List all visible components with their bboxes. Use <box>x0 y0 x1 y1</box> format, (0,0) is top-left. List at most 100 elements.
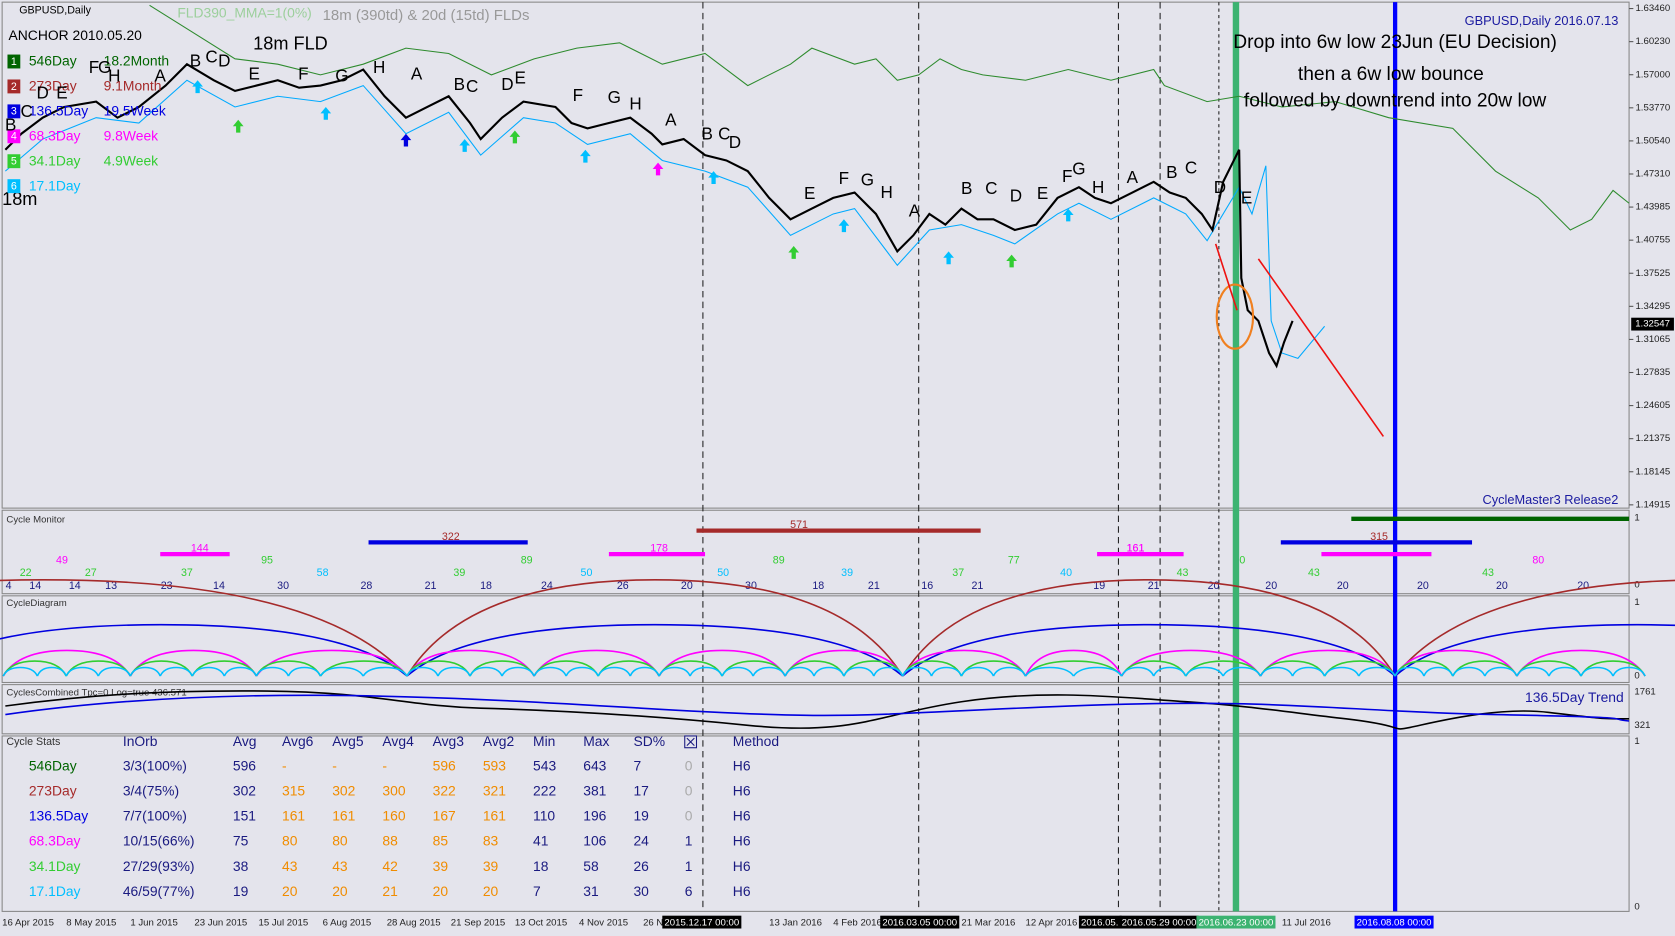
cycle-arc <box>2 649 132 677</box>
monitor-count: 18 <box>812 580 824 592</box>
cycle-arc <box>97 666 132 677</box>
stats-cell: 17 <box>633 783 649 799</box>
wave-label: B <box>5 116 16 135</box>
current-price-box <box>1631 317 1674 331</box>
cycle-arc <box>406 666 439 677</box>
cycle-arc <box>1358 666 1396 677</box>
cycle-arc <box>1484 666 1518 677</box>
wave-label: B <box>454 75 465 94</box>
toggle-icon[interactable] <box>684 735 698 749</box>
date-label: 23 Jun 2015 <box>194 918 247 929</box>
toggle-icon-x <box>686 737 695 746</box>
cycle-arc <box>1259 649 1396 677</box>
stats-cell: 39 <box>433 858 449 874</box>
cycle-arc <box>287 666 322 677</box>
cycle-arc <box>469 666 503 677</box>
stats-cell: H6 <box>733 783 751 799</box>
stats-header: Method <box>733 733 779 749</box>
date-box <box>1354 915 1434 929</box>
monitor-label: 322 <box>442 531 460 543</box>
date-label: 4 Feb 2016 <box>833 918 882 929</box>
stats-cell: 20 <box>433 883 449 899</box>
stats-cell: - <box>382 758 387 774</box>
cycle-arrow <box>580 149 591 163</box>
cycle-arc <box>191 666 226 677</box>
cycle-arc <box>1185 660 1262 677</box>
cycle-arc <box>1120 666 1155 677</box>
monitor-count: 18 <box>480 580 492 592</box>
stats-header: Avg3 <box>433 733 465 749</box>
stats-cell: 1 <box>685 858 693 874</box>
monitor-label: 37 <box>181 567 193 579</box>
cycle-arc <box>629 666 660 677</box>
cycle-arc <box>901 649 1027 677</box>
wave-label: F <box>839 169 849 188</box>
cycle-arc <box>1516 660 1582 677</box>
stats-cell: H6 <box>733 758 751 774</box>
wave-label: H <box>629 94 641 113</box>
cycle-arc <box>597 666 631 677</box>
trend-lines <box>1214 243 1385 437</box>
monitor-label: 22 <box>20 567 32 579</box>
legend-num: 4 <box>11 131 17 143</box>
stats-cell: 20 <box>282 883 298 899</box>
cycle-arc <box>1394 660 1454 677</box>
stats-cell: 7 <box>633 758 641 774</box>
stats-cell: 302 <box>332 783 355 799</box>
cycle-arc <box>1548 666 1582 677</box>
panel-frames <box>1 1 1630 912</box>
cycle-arc <box>658 660 723 677</box>
legend-num: 3 <box>11 106 17 118</box>
monitor-count: 4 <box>6 580 12 592</box>
monitor-count: 14 <box>69 580 81 592</box>
cycle-arc <box>129 666 161 677</box>
legend-swatch <box>7 179 21 194</box>
wave-label: E <box>515 69 526 88</box>
wave-label: C <box>466 77 478 96</box>
monitor-label: 43 <box>1308 567 1320 579</box>
annotation: then a 6w low bounce <box>1298 64 1484 85</box>
wave-label: E <box>1241 188 1252 207</box>
stats-cell: 596 <box>433 758 456 774</box>
cycle-arc <box>437 666 471 677</box>
cycle-arc <box>901 666 933 677</box>
stats-header: Avg6 <box>282 733 314 749</box>
date-label: 2016.08.08 00:00 <box>1357 918 1432 929</box>
cycle-arc <box>362 666 408 677</box>
cycle-arc <box>843 666 875 677</box>
monitor-label: 161 <box>1127 543 1145 555</box>
stats-cell: 546Day <box>29 758 77 774</box>
stats-cell: 222 <box>533 783 556 799</box>
panel-axis-label: 0 <box>1634 902 1639 913</box>
anchor: ANCHOR 2010.05.20 <box>9 27 143 43</box>
stats-cell: 0 <box>685 783 693 799</box>
date-label: 21 Mar 2016 <box>961 918 1015 929</box>
wave-label: H <box>1092 178 1104 197</box>
stats-cell: 315 <box>282 783 305 799</box>
monitor-label: 58 <box>317 567 329 579</box>
price <box>4 62 1294 369</box>
cycle-arc <box>1394 623 1675 677</box>
monitor-label: 27 <box>85 567 97 579</box>
date-box <box>1119 915 1199 929</box>
cycle-arrow <box>509 130 521 144</box>
monitor-count: 20 <box>1496 580 1508 592</box>
cycle-arc <box>1452 666 1486 677</box>
date-label: 6 Aug 2015 <box>323 918 372 929</box>
stats-cell: 1 <box>685 833 693 849</box>
cycle-arc <box>752 666 786 677</box>
stats-cell: 161 <box>282 808 305 824</box>
monitor-label: 40 <box>1060 567 1072 579</box>
wave-label: C <box>985 179 997 198</box>
date-label: 11 Jul 2016 <box>1282 918 1331 929</box>
date-label: 2016.05. <box>1081 918 1118 929</box>
cycle-arrow <box>459 139 471 152</box>
date-label: 2016.05.29 00:00 <box>1122 918 1197 929</box>
price-tick-label: 1.47310 <box>1635 169 1670 180</box>
stats-cell: H6 <box>733 858 751 874</box>
annotation: followed by downtrend into 20w low <box>1244 91 1546 112</box>
legend-num: 6 <box>11 180 17 192</box>
cycle-arc <box>873 666 904 677</box>
cycle-arc <box>65 660 132 677</box>
